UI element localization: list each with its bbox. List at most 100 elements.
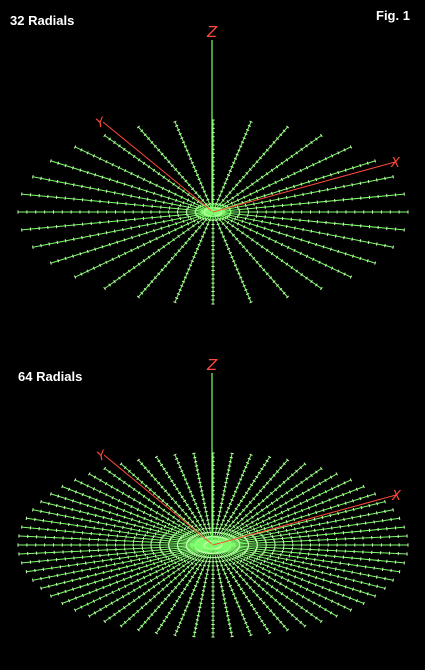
bottom-segment-marker <box>362 601 365 606</box>
bottom-segment-marker <box>225 477 229 480</box>
top-segment-marker <box>275 165 279 169</box>
bottom-segment-marker <box>88 614 91 618</box>
bottom-segment-marker <box>199 485 203 488</box>
top-segment-marker <box>359 181 362 185</box>
top-segment-marker <box>113 279 116 284</box>
top-segment-marker <box>248 221 251 226</box>
top-segment-marker <box>235 183 239 187</box>
bottom-segment-marker <box>293 581 296 586</box>
top-segment-marker <box>265 248 269 252</box>
bottom-segment-marker <box>40 509 42 514</box>
top-segment-marker <box>376 178 378 182</box>
bottom-segment-marker <box>102 585 105 590</box>
bottom-segment-marker <box>246 556 249 560</box>
bottom-segment-marker <box>203 506 207 509</box>
bottom-segment-marker <box>251 520 254 525</box>
top-segment-marker <box>143 287 147 291</box>
top-segment-marker <box>248 253 252 256</box>
top-segment-marker <box>49 159 52 163</box>
bottom-segment-marker <box>170 607 174 611</box>
top-segment-marker <box>180 175 185 179</box>
bottom-segment-marker <box>233 490 238 493</box>
bottom-segment-marker <box>331 560 333 564</box>
bottom-segment-marker <box>301 491 305 495</box>
top-segment-marker <box>180 137 184 140</box>
top-segment-marker <box>105 189 108 193</box>
bottom-segment-marker <box>165 584 169 588</box>
top-segment-marker <box>123 238 126 242</box>
bottom-segment-marker <box>218 510 222 513</box>
bottom-segment-marker <box>329 572 332 577</box>
top-segment-marker <box>86 249 89 254</box>
bottom-segment-marker <box>241 552 244 556</box>
top-segment-marker <box>86 269 89 273</box>
bottom-segment-marker <box>376 584 378 589</box>
bottom-segment-marker <box>153 491 156 495</box>
top-segment-marker <box>280 242 284 247</box>
top-segment-marker <box>86 170 89 175</box>
bottom-segment-marker <box>223 485 227 488</box>
bottom-segment-marker <box>230 635 234 638</box>
top-segment-marker <box>160 194 163 198</box>
bottom-segment-marker <box>149 572 152 577</box>
bottom-segment-marker <box>144 602 148 606</box>
bottom-segment-marker <box>157 481 161 485</box>
bottom-segment-marker <box>343 605 346 609</box>
bottom-segment-marker <box>246 519 249 523</box>
top-segment-marker <box>150 280 154 283</box>
bottom-segment-marker <box>73 608 77 612</box>
top-segment-marker <box>236 222 240 226</box>
top-segment-marker <box>185 272 189 275</box>
bottom-segment-marker <box>194 533 198 537</box>
top-segment-marker <box>195 174 200 177</box>
bottom-segment-marker <box>198 563 202 567</box>
top-segment-marker <box>131 235 133 240</box>
bottom-segment-marker <box>73 478 77 482</box>
top-segment-marker <box>145 231 148 235</box>
bottom-segment-marker <box>170 559 173 563</box>
bottom-segment-marker <box>166 517 170 521</box>
bottom-segment-marker <box>185 503 189 507</box>
top-segment-marker <box>174 253 178 256</box>
bottom-segment-marker <box>94 580 97 584</box>
bottom-segment-marker <box>152 534 155 539</box>
bottom-segment-marker <box>266 557 269 561</box>
top-segment-marker <box>206 198 210 201</box>
bottom-y-axis-label: Y <box>95 448 109 465</box>
bottom-segment-marker <box>149 578 153 583</box>
bottom-segment-marker <box>255 493 259 497</box>
top-segment-marker <box>202 231 206 234</box>
top-segment-marker <box>191 224 195 228</box>
bottom-segment-marker <box>102 570 105 575</box>
top-segment-marker <box>149 180 152 185</box>
bottom-segment-marker <box>172 571 175 575</box>
bottom-segment-marker <box>262 623 267 627</box>
bottom-segment-marker <box>287 507 290 512</box>
bottom-segment-marker <box>355 599 358 603</box>
bottom-segment-marker <box>228 528 232 532</box>
top-segment-marker <box>197 243 201 246</box>
top-segment-marker <box>72 166 74 170</box>
bottom-segment-marker <box>149 559 152 563</box>
bottom-segment-marker <box>312 601 316 605</box>
bottom-segment-marker <box>61 601 64 606</box>
top-segment-marker <box>181 141 186 144</box>
panel-32-radials: Z Y X <box>17 23 409 305</box>
bottom-segment-marker <box>170 497 174 501</box>
top-segment-marker <box>249 192 252 196</box>
top-segment-marker <box>185 149 189 152</box>
bottom-segment-marker <box>201 568 205 571</box>
bottom-segment-marker <box>392 508 394 512</box>
bottom-segment-marker <box>282 480 286 484</box>
top-segment-marker <box>237 149 241 152</box>
top-segment-marker <box>344 252 347 256</box>
bottom-segment-marker <box>167 522 171 526</box>
bottom-segment-marker <box>136 477 140 481</box>
bottom-segment-marker <box>176 625 181 629</box>
bottom-segment-marker <box>273 519 276 523</box>
bottom-segment-marker <box>138 501 142 505</box>
bottom-segment-marker <box>310 524 313 528</box>
top-segment-marker <box>256 196 259 200</box>
bottom-segment-marker <box>184 532 187 537</box>
top-segment-marker <box>188 264 193 267</box>
